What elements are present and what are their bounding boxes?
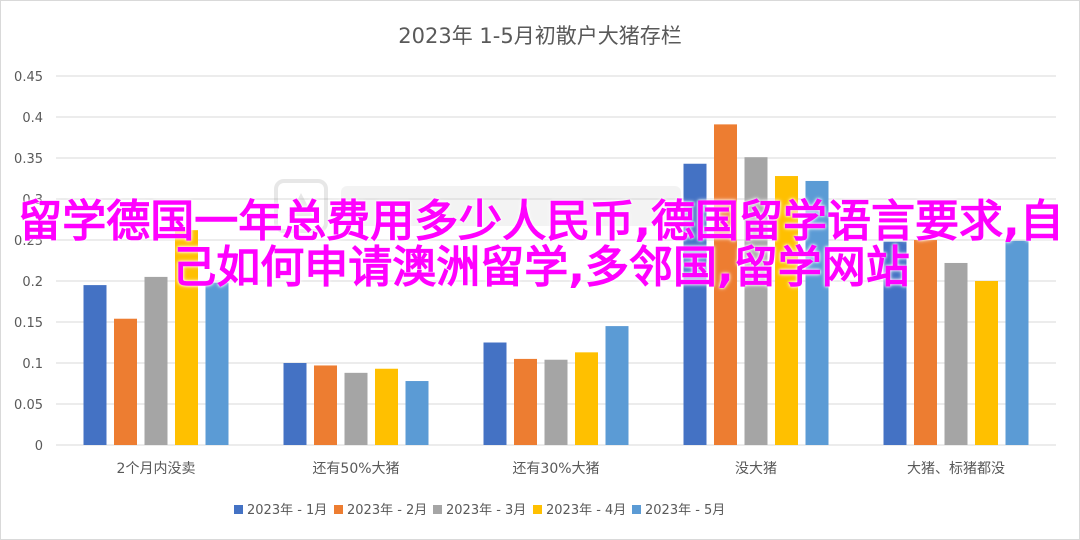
bar	[575, 352, 598, 445]
bar	[975, 281, 998, 445]
legend-label: 2023年 - 5月	[645, 503, 725, 518]
legend-swatch	[632, 505, 641, 514]
y-tick-label: 0.25	[14, 234, 43, 249]
bar	[375, 368, 398, 445]
overlay-text: 留学德国一年总费用多少人民币,德国留学语言要求,自己如何申请澳洲留学,多邻国,留…	[18, 196, 1064, 293]
y-tick-label: 0.45	[14, 70, 43, 85]
y-tick-label: 0.05	[14, 398, 43, 413]
legend-label: 2023年 - 2月	[347, 503, 427, 518]
bar	[175, 230, 198, 445]
bar	[1005, 240, 1029, 445]
bar	[314, 365, 337, 445]
legend-swatch	[533, 505, 542, 514]
bar	[914, 240, 937, 445]
legend-label: 2023年 - 4月	[546, 503, 626, 518]
bars	[83, 124, 1029, 446]
legend-swatch	[433, 505, 442, 514]
bar	[514, 358, 537, 445]
y-tick-label: 0	[35, 439, 43, 454]
x-axis: 2个月内没卖 还有50%大猪 还有30%大猪 没大猪 大猪、标猪都没	[117, 461, 1005, 477]
y-tick-label: 0.1	[22, 357, 43, 372]
y-tick-label: 0.4	[22, 111, 43, 126]
y-tick-label: 0.3	[22, 193, 43, 208]
bar	[683, 163, 707, 446]
legend-swatch	[234, 505, 243, 514]
bar	[744, 157, 768, 445]
x-tick-label: 大猪、标猪都没	[907, 461, 1005, 477]
x-tick-label: 还有30%大猪	[512, 461, 599, 477]
bar	[283, 363, 307, 445]
chart-title: 2023年 1-5月初散户大猪存栏	[398, 24, 681, 48]
bar	[483, 342, 507, 445]
legend-swatch	[334, 505, 343, 514]
legend-label: 2023年 - 3月	[446, 503, 526, 518]
y-tick-label: 0.2	[22, 275, 43, 290]
bar	[344, 372, 368, 445]
bar	[775, 176, 798, 446]
bar	[605, 326, 629, 445]
bar	[544, 359, 568, 445]
x-tick-label: 没大猪	[735, 461, 777, 477]
bar	[714, 124, 737, 445]
bar	[114, 318, 137, 445]
bar	[944, 262, 968, 445]
bar	[805, 180, 829, 445]
bar	[83, 285, 107, 445]
bar	[405, 381, 429, 445]
watermark-logo	[274, 179, 681, 233]
bar	[205, 282, 229, 445]
y-tick-label: 0.35	[14, 152, 43, 167]
y-axis: 0 0.05 0.1 0.15 0.2 0.25 0.3 0.35 0.4 0.45	[14, 70, 43, 454]
x-tick-label: 2个月内没卖	[117, 461, 196, 477]
bar	[883, 241, 907, 445]
y-tick-label: 0.15	[14, 316, 43, 331]
bar	[144, 276, 168, 445]
legend-label: 2023年 - 1月	[247, 503, 327, 518]
x-tick-label: 还有50%大猪	[312, 461, 399, 477]
legend: 2023年 - 1月 2023年 - 2月 2023年 - 3月 2023年 - 4月…	[234, 503, 725, 518]
